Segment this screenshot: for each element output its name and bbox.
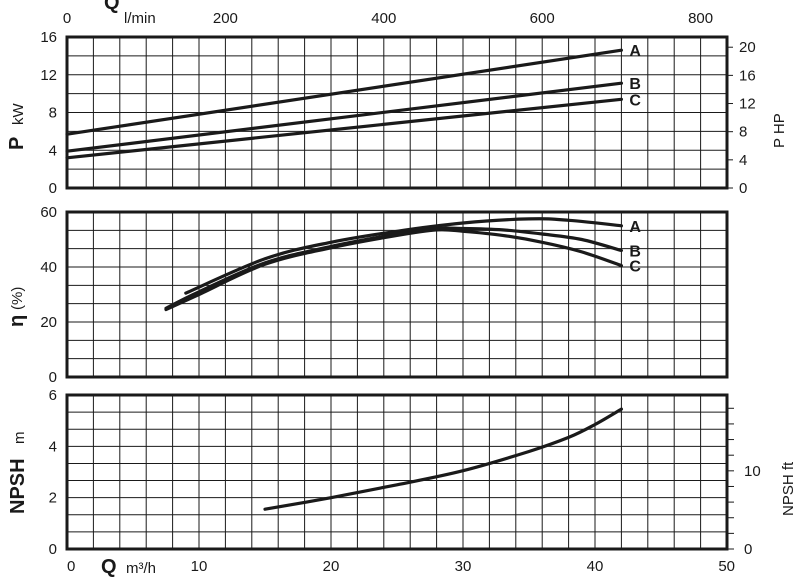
x-tick-label: 30	[455, 558, 472, 575]
y-tick-label: 4	[49, 438, 57, 455]
series-label-c: C	[629, 92, 641, 109]
top-x-axis-label: Q	[104, 0, 120, 14]
panel-2	[65, 210, 729, 379]
top-x-tick-label: 200	[213, 10, 238, 27]
x-tick-label: 20	[323, 558, 340, 575]
x-tick-label: 0	[67, 558, 75, 575]
top-x-tick-label: 0	[63, 10, 71, 27]
y2-tick-label: 8	[739, 124, 747, 141]
series-label-c: C	[629, 259, 641, 276]
y2-axis-label-ft: NPSH ft	[780, 461, 797, 516]
y2-axis-label-hp: P HP	[771, 113, 788, 148]
panel-frame	[65, 393, 729, 551]
y-axis-label-npsh: NPSH	[7, 458, 29, 514]
y-tick-label: 20	[40, 314, 57, 331]
y-axis-label-eta: η	[6, 315, 28, 327]
y-tick-label: 40	[40, 259, 57, 276]
y-tick-label: 6	[49, 387, 57, 404]
panel-frame	[65, 210, 729, 379]
x-tick-label: 50	[718, 558, 735, 575]
y2-tick-label: 0	[744, 541, 752, 558]
panel-frame	[65, 35, 729, 190]
y-axis-label-p: P	[6, 137, 28, 150]
series-line-1-b	[164, 226, 623, 310]
y-tick-label: 2	[49, 490, 57, 507]
y-tick-label: 60	[40, 204, 57, 221]
series-label-b: B	[629, 76, 641, 93]
y-axis-unit-m: m	[11, 432, 28, 445]
panel-1	[65, 35, 729, 190]
y-tick-label: 16	[40, 29, 57, 46]
series-label-a: A	[629, 219, 641, 236]
y-tick-label: 8	[49, 105, 57, 122]
y2-tick-label: 12	[739, 96, 756, 113]
y2-tick-label: 20	[739, 39, 756, 56]
y-tick-label: 0	[49, 180, 57, 197]
top-x-axis-unit: l/min	[124, 10, 156, 27]
x-tick-label: 40	[587, 558, 604, 575]
y2-tick-label: 10	[744, 463, 761, 480]
panel-3	[65, 393, 729, 551]
top-x-tick-label: 400	[371, 10, 396, 27]
y-tick-label: 12	[40, 67, 57, 84]
y-tick-label: 0	[49, 541, 57, 558]
y2-tick-label: 16	[739, 67, 756, 84]
x-tick-label: 10	[191, 558, 208, 575]
x-axis-label: Q	[101, 556, 117, 578]
series-line-2-npsh	[263, 407, 623, 511]
top-x-tick-label: 800	[688, 10, 713, 27]
top-x-tick-label: 600	[530, 10, 555, 27]
series-line-0-c	[65, 97, 623, 160]
y-tick-label: 4	[49, 142, 57, 159]
series-line-1-c	[164, 228, 623, 312]
series-line-0-b	[65, 81, 623, 153]
y2-tick-label: 4	[739, 152, 747, 169]
y-tick-label: 0	[49, 369, 57, 386]
x-axis-unit: m³/h	[126, 560, 156, 577]
series-line-1-a	[184, 217, 623, 295]
y-axis-unit-kw: kW	[10, 103, 27, 126]
series-label-a: A	[629, 43, 641, 60]
y2-tick-label: 0	[739, 180, 747, 197]
y-axis-unit-percent: (%)	[9, 287, 26, 310]
series-line-0-a	[65, 48, 623, 136]
series-label-b: B	[629, 244, 641, 261]
